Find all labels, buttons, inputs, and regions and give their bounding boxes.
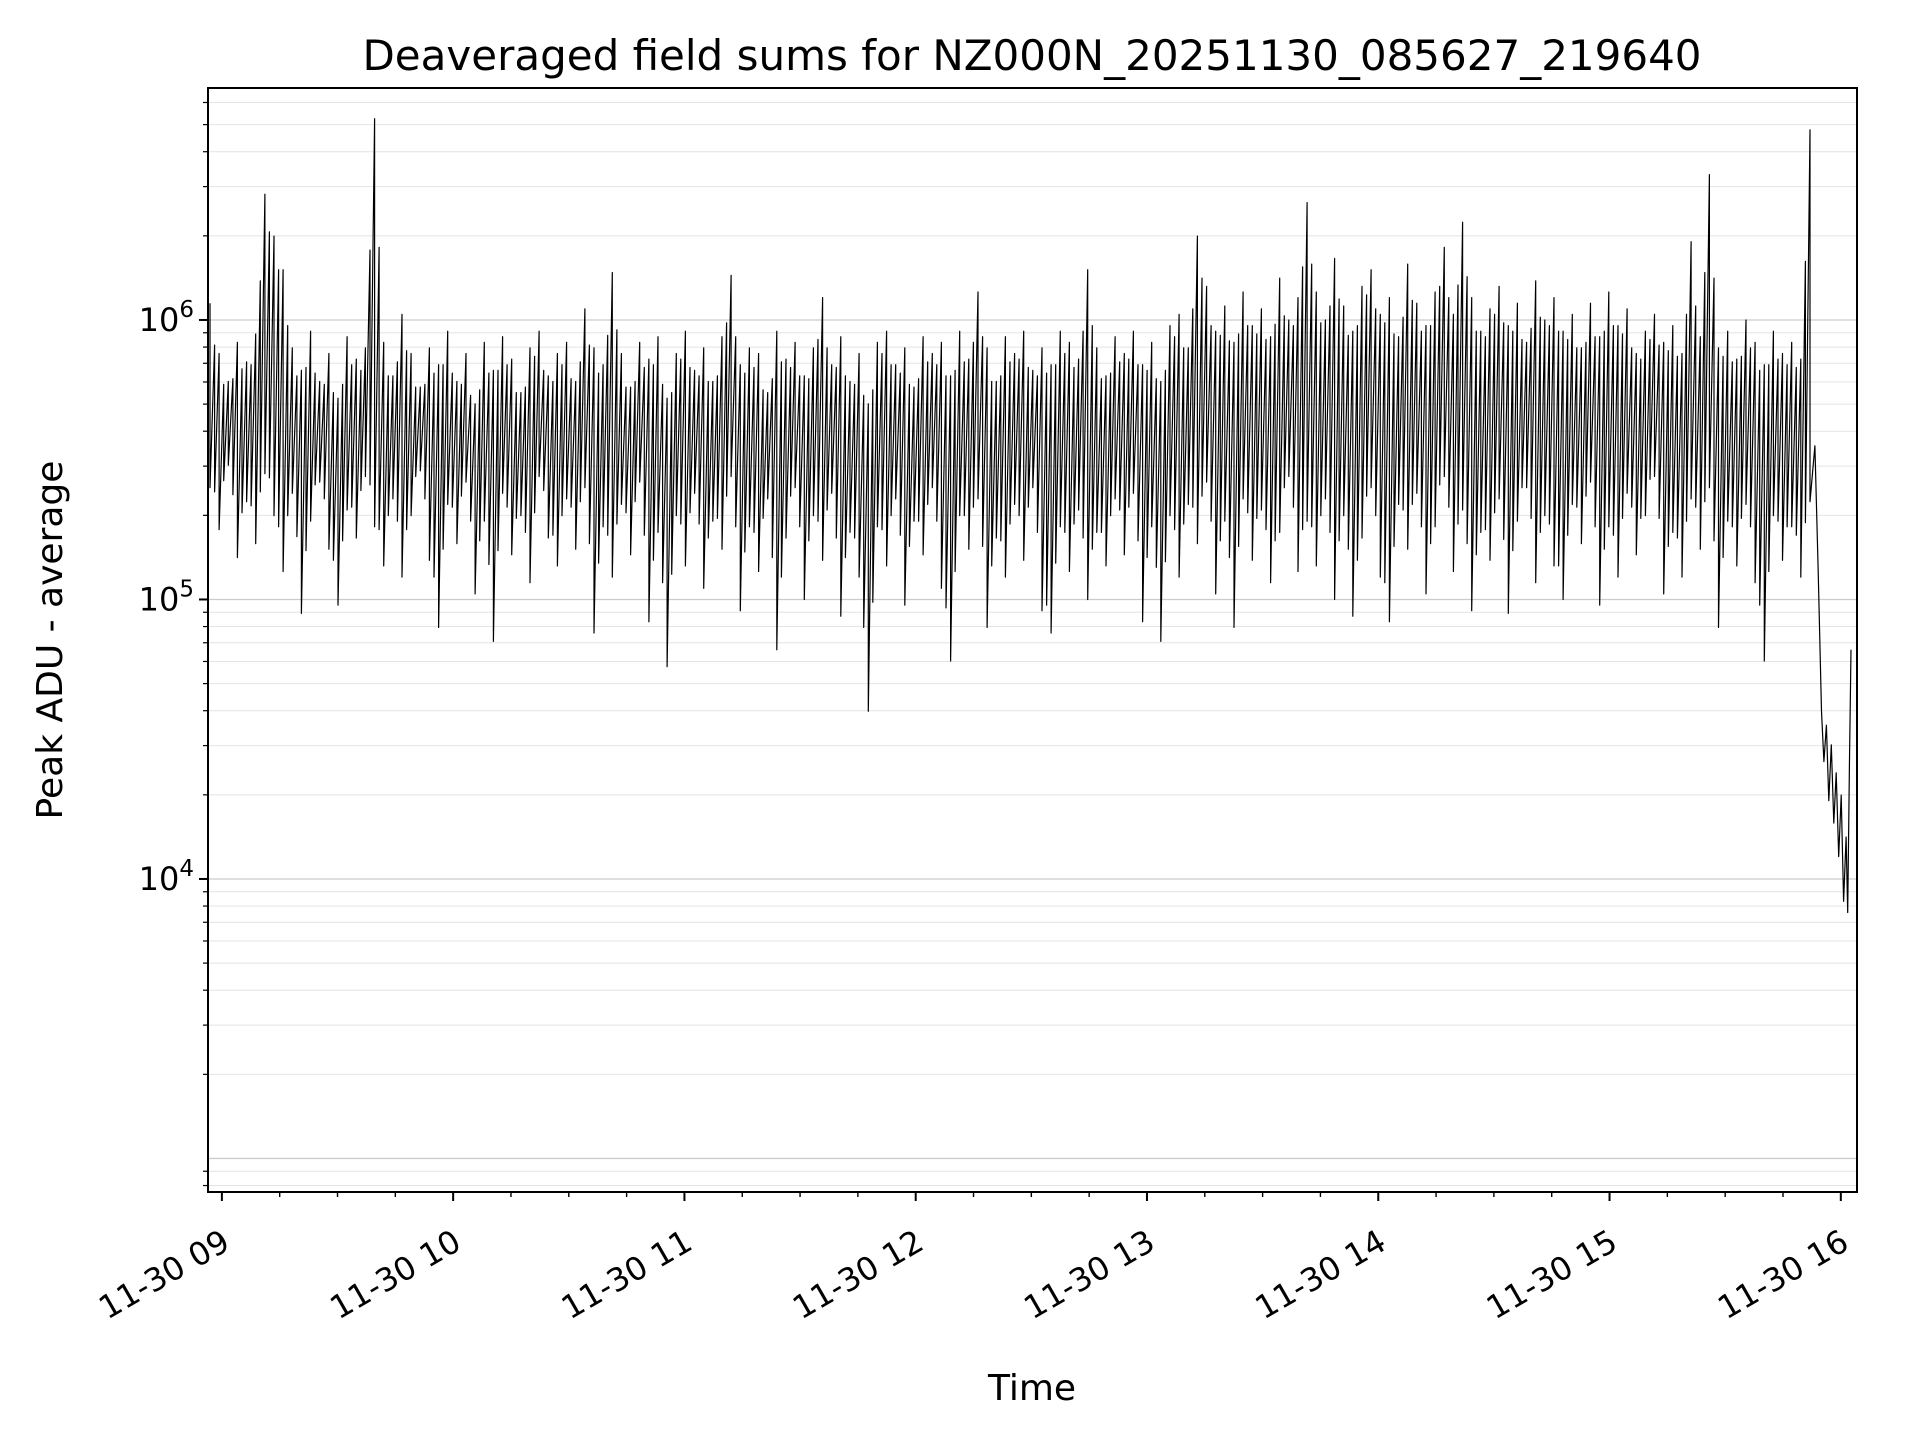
chart-title: Deaveraged field sums for NZ000N_2025113… <box>362 31 1701 80</box>
series-line <box>209 118 1852 914</box>
y-tick-label: 106 <box>139 297 194 339</box>
y-tick-label: 104 <box>139 856 194 898</box>
x-axis-label: Time <box>987 1368 1076 1409</box>
y-tick-exponent: 6 <box>179 297 194 323</box>
y-axis-label: Peak ADU - average <box>30 461 71 820</box>
y-tick-exponent: 4 <box>179 856 194 882</box>
x-tick-label: 11-30 12 <box>786 1222 930 1327</box>
x-tick-label: 11-30 09 <box>92 1222 236 1327</box>
x-tick-label: 11-30 14 <box>1249 1222 1393 1327</box>
x-tick-label: 11-30 10 <box>324 1222 468 1327</box>
x-tick-label: 11-30 15 <box>1480 1222 1624 1327</box>
x-tick-label: 11-30 11 <box>555 1222 699 1327</box>
y-tick-exponent: 5 <box>179 576 194 602</box>
y-tick-label: 105 <box>139 576 194 618</box>
plot-border <box>207 87 1858 1193</box>
x-tick-label: 11-30 13 <box>1017 1222 1161 1327</box>
x-tick-label: 11-30 16 <box>1711 1222 1855 1327</box>
